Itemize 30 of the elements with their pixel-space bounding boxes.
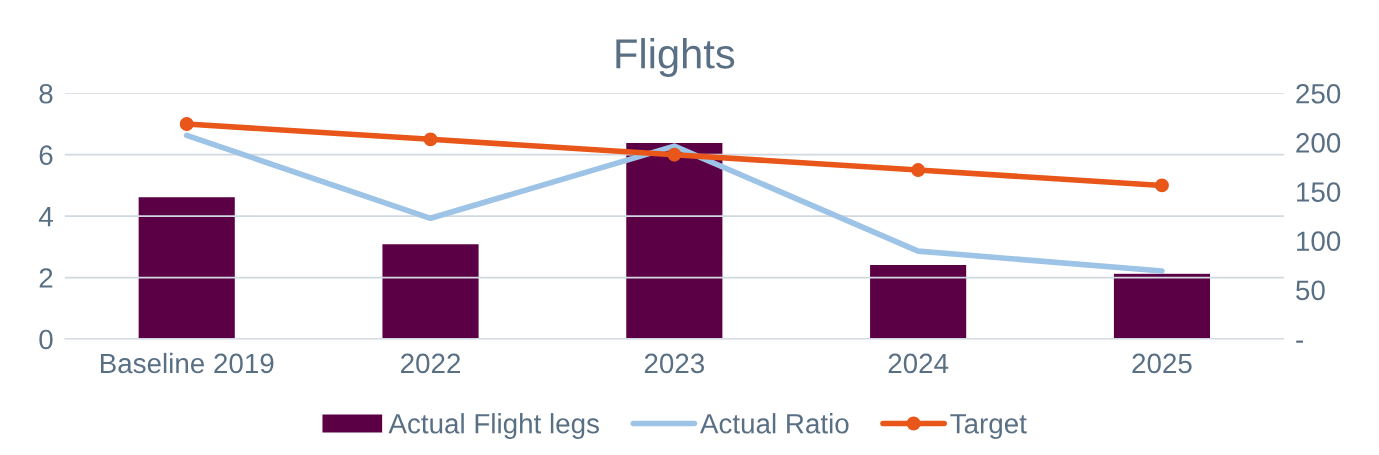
legend-label: Actual Flight legs xyxy=(388,413,599,440)
point xyxy=(667,147,682,162)
y-tick-label: 0 xyxy=(39,329,53,350)
bar xyxy=(868,263,968,339)
legend-label: Actual Ratio xyxy=(700,413,849,434)
y-tick-label: 6 xyxy=(39,145,53,166)
y2-tick-label: 150 xyxy=(1297,182,1341,202)
point xyxy=(1155,178,1169,193)
x-tick-label: 2024 xyxy=(888,353,949,374)
y2-tick-label: - xyxy=(1296,340,1303,343)
x-tick-label: 2025 xyxy=(1132,353,1192,374)
point xyxy=(179,117,194,131)
y2-tick-label: 250 xyxy=(1296,83,1341,104)
chart-title: Flights xyxy=(616,38,735,77)
x-tick-label: 2023 xyxy=(644,353,705,374)
point xyxy=(911,163,926,178)
y2-tick-label: 100 xyxy=(1297,231,1341,252)
bar xyxy=(381,242,480,339)
y2-tick-label: 50 xyxy=(1296,280,1325,301)
y-tick-label: 8 xyxy=(39,83,53,104)
x-tick-label: Baseline 2019 xyxy=(100,352,274,374)
bar xyxy=(1112,272,1212,339)
point xyxy=(423,132,438,147)
bar xyxy=(624,141,724,339)
legend-label: Target xyxy=(950,414,1027,440)
y2-tick-label: 200 xyxy=(1296,133,1341,153)
bar xyxy=(137,195,237,339)
y-tick-label: 4 xyxy=(38,207,53,227)
x-tick-label: 2022 xyxy=(401,353,461,374)
y-tick-label: 2 xyxy=(39,268,53,288)
